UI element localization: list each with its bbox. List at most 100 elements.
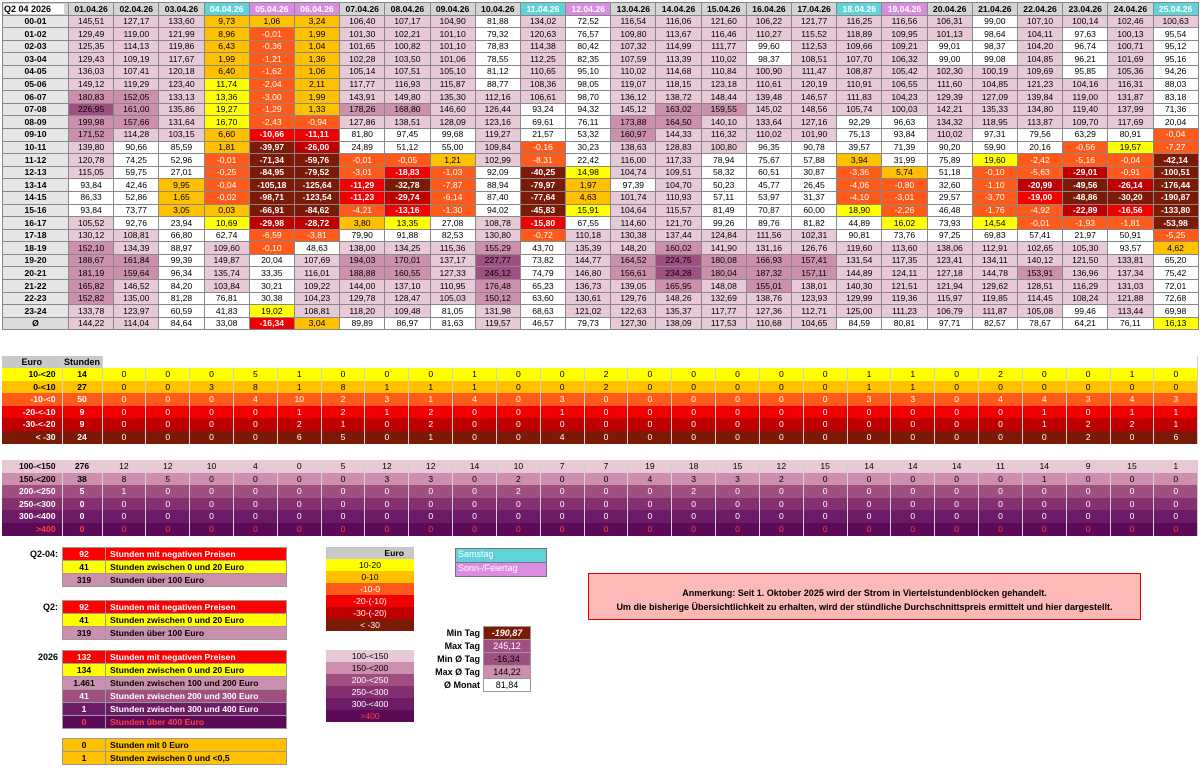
price-cell: 101,06 bbox=[429, 52, 476, 66]
hour-label: 02-03 bbox=[2, 39, 69, 54]
price-cell: 90,66 bbox=[113, 140, 160, 155]
count-cell: 0 bbox=[584, 510, 629, 523]
price-cell: 71,39 bbox=[881, 140, 928, 155]
price-cell: 140,10 bbox=[700, 115, 747, 129]
price-cell: 145,51 bbox=[67, 14, 115, 29]
price-cell: 98,05 bbox=[565, 77, 612, 92]
price-cell: 178,26 bbox=[339, 102, 386, 117]
price-cell: -3,81 bbox=[293, 228, 341, 243]
price-cell: 9,95 bbox=[158, 178, 205, 192]
count-cell: 0 bbox=[759, 485, 804, 498]
count-cell: 0 bbox=[1066, 522, 1111, 536]
count-cell: 0 bbox=[277, 460, 322, 473]
count-cell: 0 bbox=[890, 430, 936, 444]
price-cell: 105,08 bbox=[1016, 304, 1064, 318]
price-cell: 109,95 bbox=[881, 27, 928, 41]
price-cell: 94,32 bbox=[565, 102, 612, 117]
date-header: 01.04.26 bbox=[67, 2, 115, 16]
summary-count: 1 bbox=[62, 751, 106, 765]
hour-row: 10-11 139,80 90,66 85,59 1,81 -39,97 -26,00 24,… bbox=[2, 140, 1199, 155]
price-cell: 1,21 bbox=[429, 153, 476, 167]
count-total: 27 bbox=[62, 380, 103, 394]
price-cell: 118,95 bbox=[971, 115, 1018, 129]
price-cell: 148,26 bbox=[655, 291, 702, 306]
count-cell: 0 bbox=[496, 418, 541, 431]
price-cell: 173,88 bbox=[610, 115, 657, 129]
price-cell: 1,33 bbox=[293, 102, 341, 117]
price-cell: 81,88 bbox=[474, 14, 521, 29]
price-cell: 136,12 bbox=[610, 90, 657, 104]
price-cell: 138,09 bbox=[655, 316, 702, 331]
price-cell: 109,60 bbox=[203, 241, 250, 255]
count-row-low: -10-<0 50 0 0 0 4 10 2 3 1 4 0 3 0 0 0 0 0 0 3 3 0 4 4 3 4 3 bbox=[2, 393, 1199, 406]
count-cell: 7 bbox=[540, 460, 585, 473]
price-cell: 3,24 bbox=[293, 14, 341, 29]
price-cell: 136,03 bbox=[67, 64, 115, 79]
price-cell: 112,71 bbox=[790, 304, 838, 318]
price-cell: -10,66 bbox=[248, 127, 295, 142]
price-cell: 137,44 bbox=[655, 228, 702, 243]
saturday-legend: Samstag bbox=[455, 548, 547, 563]
price-cell: 94,26 bbox=[1152, 64, 1199, 79]
price-cell: 121,99 bbox=[158, 27, 205, 41]
date-header: 24.04.26 bbox=[1107, 2, 1154, 16]
count-cell: 14 bbox=[847, 460, 892, 473]
price-cell: 119,36 bbox=[881, 291, 928, 306]
summary-row: 41 Stunden zwischen 200 und 300 Euro bbox=[62, 689, 287, 703]
stats-table: Min Tag -190,87 Max Tag 245,12 Min Ø Tag -16,… bbox=[430, 626, 531, 692]
price-cell: 128,47 bbox=[384, 291, 431, 306]
count-range-label: -30-<-20 bbox=[2, 418, 63, 431]
count-cell: 5 bbox=[233, 368, 278, 381]
price-cell: 114,99 bbox=[655, 39, 702, 54]
price-cell: 79,90 bbox=[339, 228, 386, 243]
price-cell: 113,67 bbox=[655, 27, 702, 41]
price-cell: 105,10 bbox=[429, 64, 476, 79]
count-cell: 0 bbox=[321, 522, 366, 536]
price-cell: 114,28 bbox=[113, 127, 160, 142]
count-cell: 0 bbox=[671, 522, 717, 536]
count-cell: 0 bbox=[890, 485, 936, 498]
hour-row: 04-05 136,03 107,41 120,18 6,40 -1,62 1,06 105,… bbox=[2, 64, 1199, 79]
price-cell: 84,64 bbox=[158, 316, 205, 331]
price-cell: -5,63 bbox=[1016, 165, 1064, 180]
count-cell: 0 bbox=[671, 393, 717, 406]
price-cell: 80,91 bbox=[1107, 127, 1154, 142]
price-cell: 116,00 bbox=[610, 153, 657, 167]
count-cell: 0 bbox=[1022, 430, 1067, 444]
stat-row: Ø Monat 81,84 bbox=[430, 678, 531, 692]
price-cell: 115,87 bbox=[429, 77, 476, 92]
count-cell: 4 bbox=[1110, 393, 1155, 406]
price-cell: 87,40 bbox=[474, 190, 521, 205]
count-cell: 0 bbox=[540, 418, 585, 431]
price-cell: 106,40 bbox=[339, 14, 386, 29]
hour-label: 20-21 bbox=[2, 266, 69, 281]
price-cell: 121,50 bbox=[1062, 253, 1109, 268]
price-cell: 187,32 bbox=[745, 266, 793, 281]
count-cell: 0 bbox=[847, 485, 892, 498]
stat-value: 245,12 bbox=[483, 639, 531, 653]
price-cell: 133,81 bbox=[1107, 253, 1154, 268]
price-cell: 136,96 bbox=[1062, 266, 1109, 281]
price-cell: 75,42 bbox=[1152, 266, 1199, 281]
price-cell: 20,04 bbox=[248, 253, 295, 268]
price-cell: 76,11 bbox=[565, 115, 612, 129]
price-cell: -66,91 bbox=[248, 203, 295, 218]
price-cell: -0,04 bbox=[1107, 153, 1154, 167]
price-cell: 245,12 bbox=[474, 266, 521, 281]
count-cell: 0 bbox=[1022, 380, 1067, 394]
price-cell: -42,14 bbox=[1152, 153, 1199, 167]
price-cell: 5,74 bbox=[881, 165, 928, 180]
price-cell: 80,81 bbox=[881, 316, 928, 331]
price-cell: 149,80 bbox=[384, 90, 431, 104]
summary-text: Stunden über 400 Euro bbox=[105, 715, 287, 729]
hour-label: 06-07 bbox=[2, 90, 69, 104]
price-cell: 96,74 bbox=[1062, 39, 1109, 54]
price-cell: 104,85 bbox=[971, 77, 1018, 92]
price-cell: 79,73 bbox=[565, 316, 612, 331]
date-header: 05.04.26 bbox=[248, 2, 295, 16]
price-cell: 30,38 bbox=[248, 291, 295, 306]
price-cell: 4,62 bbox=[1152, 241, 1199, 255]
price-cell: 180,08 bbox=[700, 253, 747, 268]
price-cell: 157,66 bbox=[113, 115, 160, 129]
count-total: 9 bbox=[62, 405, 103, 419]
